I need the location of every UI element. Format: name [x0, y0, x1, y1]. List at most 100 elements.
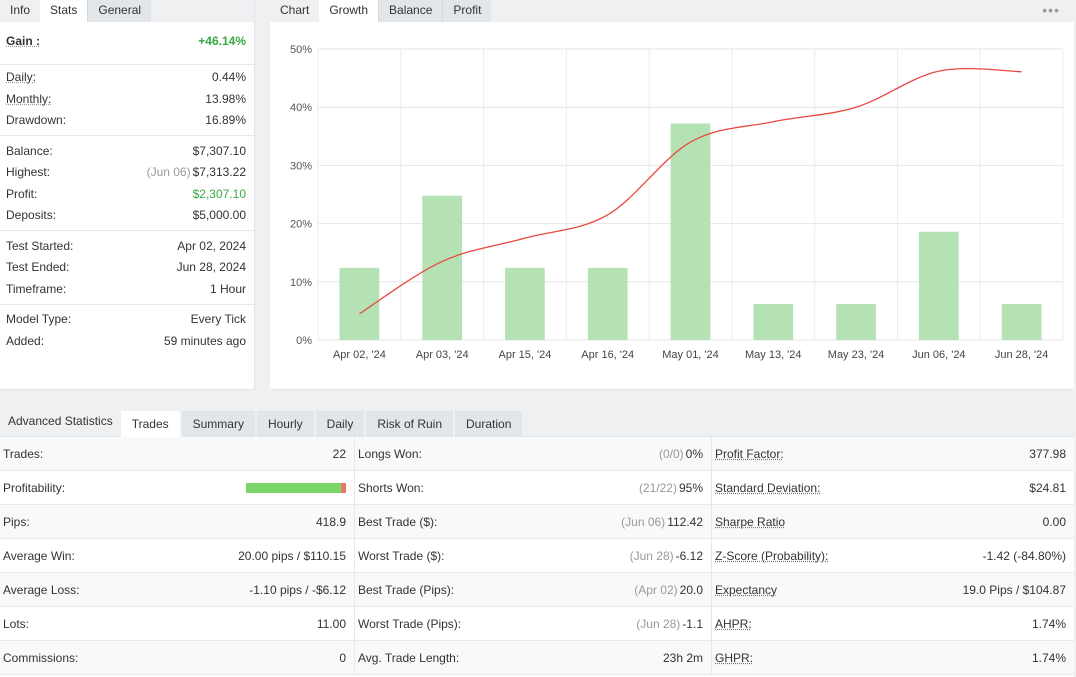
- standard-deviation-label: Standard Deviation:: [715, 480, 821, 495]
- bar: [918, 231, 959, 340]
- commissions-value: 0: [339, 650, 346, 665]
- daily-value: 0.44%: [211, 70, 246, 85]
- ahpr-row: AHPR: 1.74%: [712, 607, 1074, 641]
- lots-value: 11.00: [316, 616, 346, 631]
- worst-trade-pips-date: (Jun 28): [636, 616, 681, 631]
- highest-value: $7,313.22: [192, 165, 246, 180]
- test-ended-value: Jun 28, 2024: [176, 260, 246, 275]
- standard-deviation-value: $24.81: [1029, 480, 1066, 495]
- avg-trade-length-row: Avg. Trade Length: 23h 2m: [355, 641, 711, 675]
- worst-trade-usd-date: (Jun 28): [629, 548, 674, 563]
- average-loss-label: Average Loss:: [3, 582, 80, 597]
- daily-label: Daily:: [6, 70, 37, 85]
- tab-duration[interactable]: Duration: [453, 411, 523, 437]
- shorts-won-value: 95%: [678, 480, 703, 495]
- x-tick-label: Jun 28, '24: [995, 349, 1048, 361]
- bar: [587, 267, 628, 340]
- gain-label: Gain :: [6, 33, 41, 48]
- shorts-won-count: (21/22): [638, 480, 677, 495]
- pips-row: Pips: 418.9: [0, 505, 354, 539]
- stats-grid: Trades: 22 Profitability: Pips: 418.9 Aver…: [0, 437, 1074, 675]
- monthly-label: Monthly:: [6, 91, 52, 106]
- tab-info[interactable]: Info: [0, 0, 41, 22]
- profit-label: Profit:: [6, 186, 38, 201]
- tab-chart[interactable]: Chart: [270, 0, 320, 22]
- tab-trades[interactable]: Trades: [120, 411, 180, 437]
- y-tick-label: 40%: [290, 102, 312, 114]
- rates-group: Daily: 0.44% Monthly: 13.98% Drawdown: 16.8…: [0, 65, 254, 136]
- info-panel: Info Stats General Gain : +46.14% Daily:…: [0, 0, 255, 390]
- longs-won-value: 0%: [685, 446, 703, 461]
- avg-trade-length-label: Avg. Trade Length:: [358, 650, 460, 665]
- bar: [339, 267, 380, 340]
- x-tick-label: Apr 16, '24: [581, 349, 634, 361]
- drawdown-label: Drawdown:: [6, 113, 67, 128]
- monthly-row: Monthly: 13.98%: [6, 88, 246, 110]
- ahpr-label: AHPR:: [715, 616, 752, 631]
- x-tick-label: May 23, '24: [828, 349, 885, 361]
- shorts-won-row: Shorts Won: (21/22) 95%: [355, 471, 711, 505]
- worst-trade-pips-row: Worst Trade (Pips): (Jun 28) -1.1: [355, 607, 711, 641]
- advanced-statistics-title: Advanced Statistics: [8, 414, 113, 428]
- profit-factor-value: 377.98: [1029, 446, 1066, 461]
- avg-trade-length-value: 23h 2m: [662, 650, 703, 665]
- trades-label: Trades:: [3, 446, 44, 461]
- tab-general[interactable]: General: [87, 0, 152, 22]
- test-ended-row: Test Ended: Jun 28, 2024: [6, 257, 246, 279]
- profit-value: $2,307.10: [192, 186, 246, 201]
- ghpr-value: 1.74%: [1031, 650, 1066, 665]
- lots-row: Lots: 11.00: [0, 607, 354, 641]
- profit-factor-row: Profit Factor: 377.98: [712, 437, 1074, 471]
- tab-risk-of-ruin[interactable]: Risk of Ruin: [364, 411, 454, 437]
- more-menu-icon[interactable]: •••: [1042, 2, 1060, 18]
- balance-group: Balance: $7,307.10 Highest: (Jun 06) $7,313…: [0, 136, 254, 231]
- average-loss-value: -1.10 pips / -$6.12: [249, 582, 346, 597]
- tab-balance[interactable]: Balance: [378, 0, 443, 22]
- tab-daily[interactable]: Daily: [313, 411, 365, 437]
- bar: [1001, 303, 1042, 340]
- trades-value: 22: [332, 446, 346, 461]
- x-tick-label: Jun 06, '24: [912, 349, 965, 361]
- gain-row: Gain : +46.14%: [6, 30, 246, 52]
- best-trade-usd-row: Best Trade ($): (Jun 06) 112.42: [355, 505, 711, 539]
- tab-profit[interactable]: Profit: [442, 0, 492, 22]
- y-tick-label: 50%: [290, 44, 312, 56]
- tab-hourly[interactable]: Hourly: [254, 411, 314, 437]
- commissions-row: Commissions: 0: [0, 641, 354, 675]
- deposits-label: Deposits:: [6, 208, 57, 223]
- advanced-tabbar: Advanced Statistics Trades Summary Hourl…: [0, 405, 1074, 437]
- profitability-row: Profitability:: [0, 471, 354, 505]
- y-tick-label: 30%: [290, 160, 312, 172]
- average-win-row: Average Win: 20.00 pips / $110.15: [0, 539, 354, 573]
- tab-stats[interactable]: Stats: [40, 0, 88, 22]
- drawdown-row: Drawdown: 16.89%: [6, 110, 246, 132]
- best-trade-pips-row: Best Trade (Pips): (Apr 02) 20.0: [355, 573, 711, 607]
- chart-tabbar: Chart Growth Balance Profit: [270, 0, 1074, 22]
- profitability-label: Profitability:: [3, 480, 66, 495]
- sharpe-ratio-value: 0.00: [1042, 514, 1066, 529]
- standard-deviation-row: Standard Deviation: $24.81: [712, 471, 1074, 505]
- added-row: Added: 59 minutes ago: [6, 330, 246, 352]
- best-trade-usd-value: 112.42: [667, 514, 703, 529]
- chart-panel: Chart Growth Balance Profit ••• 0% 10% 20%…: [270, 0, 1074, 390]
- stats-column-1: Trades: 22 Profitability: Pips: 418.9 Aver…: [0, 437, 355, 675]
- best-trade-pips-date: (Apr 02): [634, 582, 678, 597]
- ghpr-row: GHPR: 1.74%: [712, 641, 1074, 675]
- bar: [753, 303, 794, 340]
- test-group: Test Started: Apr 02, 2024 Test Ended: Jun…: [0, 231, 254, 305]
- commissions-label: Commissions:: [3, 650, 79, 665]
- shorts-won-label: Shorts Won:: [358, 480, 424, 495]
- gain-value: +46.14%: [198, 33, 246, 48]
- test-started-value: Apr 02, 2024: [177, 238, 246, 253]
- z-score-row: Z-Score (Probability): -1.42 (-84.80%): [712, 539, 1074, 573]
- timeframe-value: 1 Hour: [209, 281, 246, 296]
- worst-trade-usd-label: Worst Trade ($):: [358, 548, 445, 563]
- bar: [670, 123, 711, 340]
- deposits-row: Deposits: $5,000.00: [6, 205, 246, 227]
- expectancy-row: Expectancy 19.0 Pips / $104.87: [712, 573, 1074, 607]
- tab-growth[interactable]: Growth: [319, 0, 379, 22]
- bar: [505, 267, 545, 340]
- x-tick-label: Apr 15, '24: [499, 349, 552, 361]
- tab-summary[interactable]: Summary: [179, 411, 255, 437]
- daily-row: Daily: 0.44%: [6, 67, 246, 89]
